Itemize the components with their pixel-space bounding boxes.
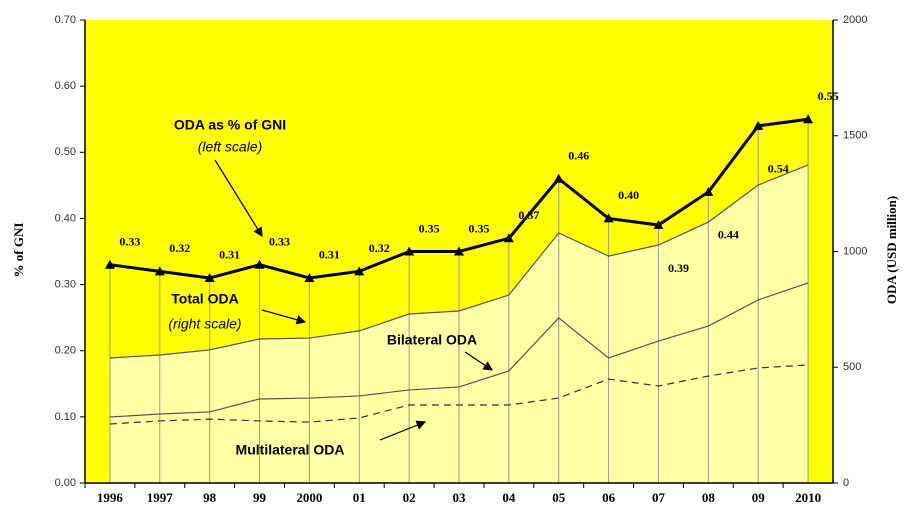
x-tick-label: 08 xyxy=(702,490,716,505)
y2-tick-label: 1000 xyxy=(843,245,867,257)
marker xyxy=(753,120,764,130)
marker xyxy=(154,266,165,276)
series-line xyxy=(109,282,809,418)
marker xyxy=(304,272,315,282)
data-label: 0.35 xyxy=(419,221,440,235)
y2-tick-label: 0 xyxy=(843,477,849,489)
x-tick-label: 2010 xyxy=(795,490,821,505)
annotation: Bilateral ODA xyxy=(387,332,477,348)
data-label: 0.44 xyxy=(718,228,739,242)
data-label: 0.54 xyxy=(768,162,789,176)
marker xyxy=(354,266,365,276)
x-tick-label: 99 xyxy=(253,490,267,505)
y-tick-label: 0.20 xyxy=(55,345,76,357)
y-tick-label: 0.00 xyxy=(55,477,76,489)
data-label: 0.32 xyxy=(169,241,190,255)
marker xyxy=(404,246,415,256)
y-tick-label: 0.30 xyxy=(55,278,76,290)
y-tick-label: 0.70 xyxy=(55,14,76,26)
data-label: 0.55 xyxy=(818,89,839,103)
y2-tick-label: 2000 xyxy=(843,14,867,26)
x-tick-label: 1996 xyxy=(97,490,124,505)
marker xyxy=(803,114,814,124)
data-label: 0.31 xyxy=(219,248,240,262)
annotation: ODA as % of GNI xyxy=(174,117,286,133)
x-tick-label: 1997 xyxy=(147,490,174,505)
annotation: (right scale) xyxy=(168,316,241,332)
marker xyxy=(454,246,464,256)
marker xyxy=(653,220,664,230)
data-label: 0.40 xyxy=(618,188,639,202)
x-tick-label: 06 xyxy=(602,490,616,505)
annotation: (left scale) xyxy=(198,139,263,155)
x-tick-label: 07 xyxy=(652,490,666,505)
x-tick-label: 09 xyxy=(752,490,766,505)
y2-tick-label: 1500 xyxy=(843,130,867,142)
y2-tick-label: 500 xyxy=(843,361,861,373)
data-label: 0.33 xyxy=(119,234,140,248)
marker xyxy=(603,213,614,223)
marker xyxy=(703,186,714,196)
x-tick-label: 03 xyxy=(453,490,467,505)
marker xyxy=(204,272,215,282)
marker xyxy=(553,173,564,183)
x-tick-label: 01 xyxy=(353,490,366,505)
x-tick-label: 04 xyxy=(502,490,516,505)
marker xyxy=(254,259,265,269)
data-label: 0.37 xyxy=(518,208,539,222)
data-label: 0.46 xyxy=(568,148,589,162)
annotation: Total ODA xyxy=(171,291,238,307)
data-label: 0.39 xyxy=(668,261,689,275)
annotation-arrows xyxy=(214,159,493,441)
x-tick-label: 02 xyxy=(403,490,416,505)
annotation: Multilateral ODA xyxy=(236,442,345,458)
data-label: 0.35 xyxy=(469,221,490,235)
x-tick-label: 05 xyxy=(552,490,566,505)
data-label: 0.31 xyxy=(319,248,340,262)
data-label: 0.33 xyxy=(269,234,290,248)
y-tick-label: 0.10 xyxy=(55,411,76,423)
y-tick-label: 0.60 xyxy=(55,80,76,92)
y-axis-title: % of GNI xyxy=(11,223,26,278)
data-label: 0.32 xyxy=(369,241,390,255)
marker xyxy=(104,259,115,269)
series-line xyxy=(109,164,809,359)
y-tick-label: 0.50 xyxy=(55,146,76,158)
y2-axis-title: ODA (USD million) xyxy=(884,196,899,304)
marker xyxy=(503,233,514,243)
x-tick-label: 2000 xyxy=(296,490,322,505)
series-line xyxy=(109,364,809,425)
x-tick-label: 98 xyxy=(203,490,217,505)
y-tick-label: 0.40 xyxy=(55,212,76,224)
